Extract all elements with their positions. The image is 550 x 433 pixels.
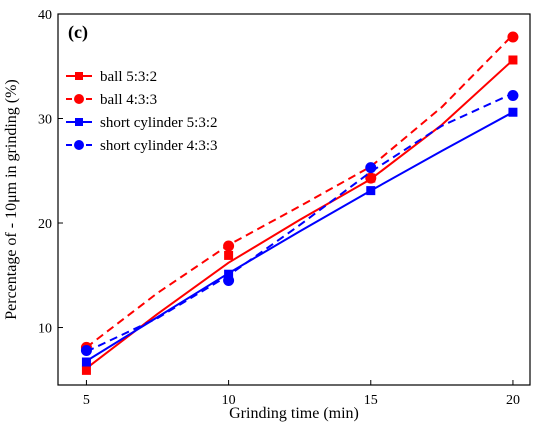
legend: ball 5:3:2 ball 4:3:3 short cylinder 5:3:2… [66,69,217,154]
data-point [507,90,519,102]
data-point [223,240,235,252]
x-tick-label: 20 [506,393,520,408]
y-tick-label: 10 [38,322,52,337]
data-point [507,31,519,43]
plot-area [80,31,519,375]
legend-label: ball 4:3:3 [100,92,157,108]
y-tick-label: 20 [38,217,52,232]
data-point [223,274,235,286]
plot-frame [57,13,531,386]
data-point [508,55,518,65]
x-tick-label: 10 [222,393,236,408]
data-point [81,357,91,367]
axes: 5 10 15 20 10 20 30 40 [38,8,520,408]
series-4 [80,90,519,357]
data-point [366,186,376,196]
x-axis-label: Grinding time (min) [229,405,359,422]
legend-label: short cylinder 5:3:2 [100,115,217,131]
data-point [81,365,91,375]
data-point [365,172,377,184]
x-tick-label: 5 [83,393,90,408]
legend-label: ball 5:3:2 [100,69,157,85]
y-tick-label: 40 [38,8,52,23]
data-point [80,345,92,357]
legend-marker [75,118,83,126]
legend-marker [75,72,83,80]
series-line [85,34,514,349]
y-tick-label: 30 [38,113,52,128]
x-tick-label: 15 [364,393,378,408]
data-point [508,107,518,117]
series-line [85,92,514,353]
legend-label: short cylinder 4:3:3 [100,138,217,154]
y-axis-label: Percentage of - 10μm in grinding (%) [3,79,20,320]
panel-label: (c) [68,22,88,43]
legend-marker [74,140,84,150]
legend-marker [74,94,84,104]
data-point [365,162,377,174]
data-point [224,250,234,260]
